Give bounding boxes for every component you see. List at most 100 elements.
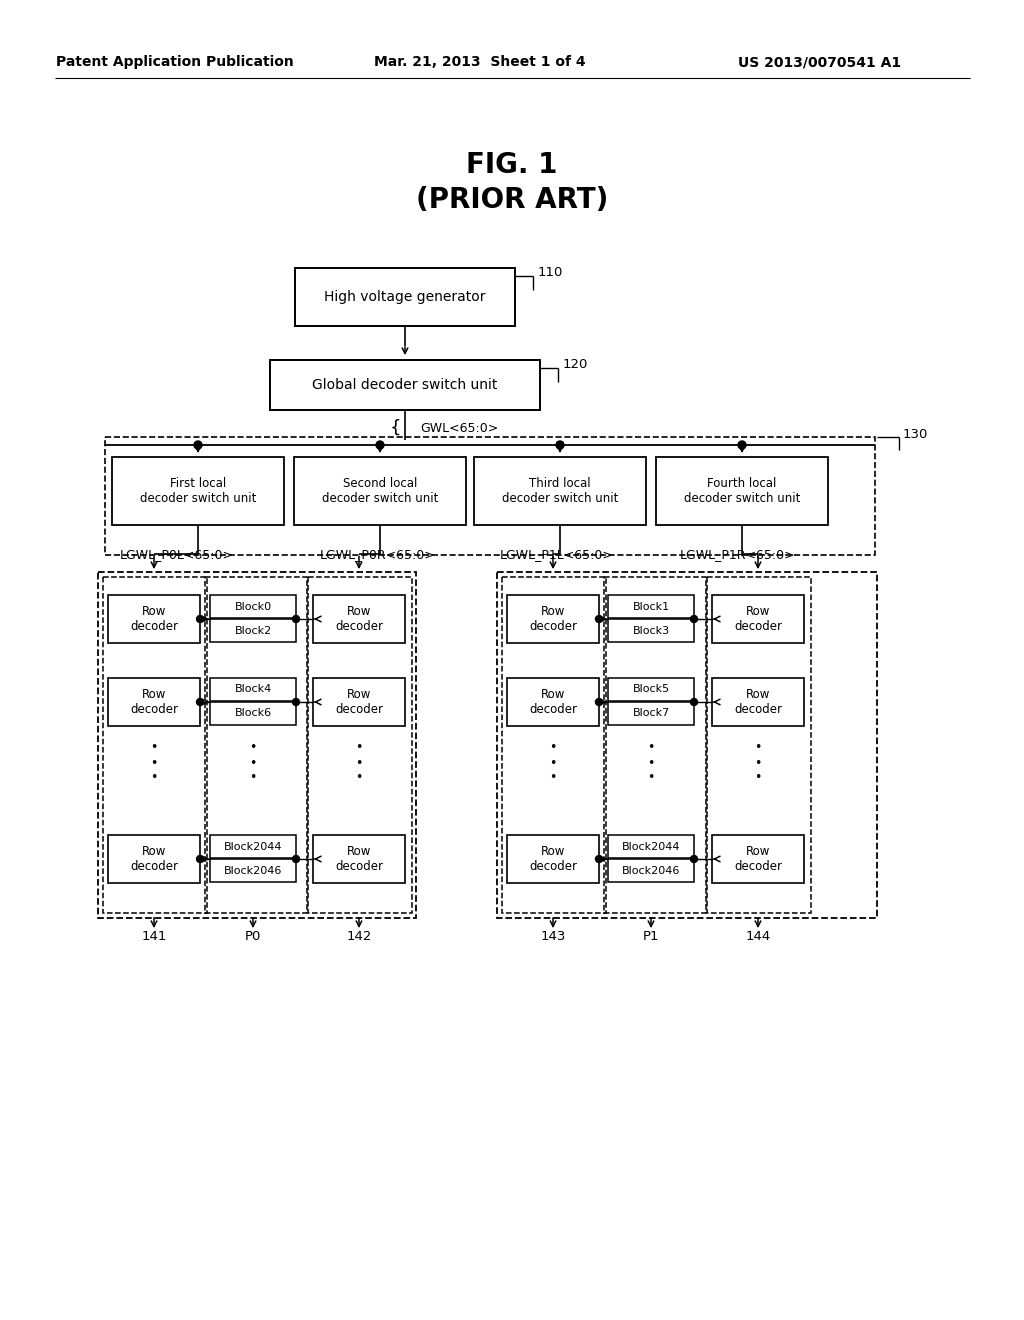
Text: Block2046: Block2046 (224, 866, 283, 875)
Text: First local
decoder switch unit: First local decoder switch unit (140, 477, 256, 506)
Bar (295, 268, 515, 326)
Text: Patent Application Publication: Patent Application Publication (56, 55, 294, 69)
Bar (210, 836, 296, 858)
Bar (108, 678, 200, 726)
Bar (507, 678, 599, 726)
Bar (210, 678, 296, 701)
Circle shape (738, 441, 746, 449)
Text: 143: 143 (541, 931, 565, 944)
Text: Second local
decoder switch unit: Second local decoder switch unit (322, 477, 438, 506)
Text: P1: P1 (643, 931, 659, 944)
Text: {: { (389, 418, 400, 437)
Text: •
•
•: • • • (549, 742, 557, 784)
Bar (712, 678, 804, 726)
Text: Global decoder switch unit: Global decoder switch unit (312, 378, 498, 392)
Text: Block1: Block1 (633, 602, 670, 611)
Bar (712, 836, 804, 883)
Bar (497, 572, 877, 917)
Text: •
•
•: • • • (647, 742, 654, 784)
Bar (507, 836, 599, 883)
Circle shape (194, 441, 202, 449)
Text: 130: 130 (902, 429, 928, 441)
Circle shape (690, 698, 697, 705)
Bar (608, 678, 694, 701)
Text: •
•
•: • • • (249, 742, 257, 784)
Text: Row
decoder: Row decoder (335, 605, 383, 634)
Text: 144: 144 (745, 931, 771, 944)
Bar (313, 678, 406, 726)
Circle shape (197, 698, 204, 705)
Text: GWL<65:0>: GWL<65:0> (420, 421, 499, 434)
Text: Block2044: Block2044 (622, 842, 680, 851)
Text: Fourth local
decoder switch unit: Fourth local decoder switch unit (684, 477, 800, 506)
Bar (502, 577, 606, 913)
Bar (608, 702, 694, 725)
Text: FIG. 1: FIG. 1 (466, 150, 558, 180)
Text: (PRIOR ART): (PRIOR ART) (416, 186, 608, 214)
Circle shape (293, 615, 299, 623)
Circle shape (556, 441, 564, 449)
Bar (205, 577, 307, 913)
Bar (474, 457, 646, 525)
Text: Third local
decoder switch unit: Third local decoder switch unit (502, 477, 618, 506)
Bar (507, 595, 599, 643)
Circle shape (376, 441, 384, 449)
Text: High voltage generator: High voltage generator (325, 290, 485, 304)
Text: 120: 120 (562, 359, 588, 371)
Bar (608, 619, 694, 642)
Text: Row
decoder: Row decoder (734, 845, 782, 873)
Text: 142: 142 (346, 931, 372, 944)
Text: Mar. 21, 2013  Sheet 1 of 4: Mar. 21, 2013 Sheet 1 of 4 (374, 55, 586, 69)
Circle shape (293, 698, 299, 705)
Bar (294, 457, 466, 525)
Circle shape (197, 615, 204, 623)
Bar (108, 836, 200, 883)
Bar (608, 595, 694, 618)
Text: Row
decoder: Row decoder (130, 605, 178, 634)
Text: Block7: Block7 (633, 709, 670, 718)
Circle shape (690, 855, 697, 862)
Bar (112, 457, 284, 525)
Text: Block3: Block3 (633, 626, 670, 635)
Bar (308, 577, 412, 913)
Text: Row
decoder: Row decoder (335, 688, 383, 715)
Text: US 2013/0070541 A1: US 2013/0070541 A1 (738, 55, 901, 69)
Circle shape (596, 698, 602, 705)
Bar (604, 577, 706, 913)
Text: LGWL_P1R<65:0>: LGWL_P1R<65:0> (680, 549, 796, 561)
Text: Row
decoder: Row decoder (335, 845, 383, 873)
Bar (210, 859, 296, 882)
Bar (707, 577, 811, 913)
Text: LGWL_P0L<65:0>: LGWL_P0L<65:0> (120, 549, 234, 561)
Text: Block2046: Block2046 (622, 866, 680, 875)
Text: •
•
•: • • • (151, 742, 158, 784)
Text: Block2044: Block2044 (224, 842, 283, 851)
Bar (313, 595, 406, 643)
Text: Row
decoder: Row decoder (130, 688, 178, 715)
Text: P0: P0 (245, 931, 261, 944)
Text: LGWL_P0R<65:0>: LGWL_P0R<65:0> (319, 549, 436, 561)
Bar (270, 360, 540, 411)
Bar (608, 836, 694, 858)
Circle shape (197, 855, 204, 862)
Text: •
•
•: • • • (355, 742, 362, 784)
Bar (313, 836, 406, 883)
Text: Block0: Block0 (234, 602, 271, 611)
Text: Row
decoder: Row decoder (130, 845, 178, 873)
Text: Block5: Block5 (633, 685, 670, 694)
Circle shape (596, 855, 602, 862)
Text: Row
decoder: Row decoder (529, 688, 577, 715)
Circle shape (596, 615, 602, 623)
Bar (656, 457, 828, 525)
Text: 141: 141 (141, 931, 167, 944)
Bar (608, 859, 694, 882)
Text: Block4: Block4 (234, 685, 271, 694)
Bar (105, 437, 874, 554)
Bar (98, 572, 416, 917)
Bar (210, 702, 296, 725)
Text: LGWL_P1L<65:0>: LGWL_P1L<65:0> (500, 549, 613, 561)
Bar (103, 577, 207, 913)
Text: 110: 110 (538, 267, 562, 280)
Bar (210, 595, 296, 618)
Text: Row
decoder: Row decoder (734, 605, 782, 634)
